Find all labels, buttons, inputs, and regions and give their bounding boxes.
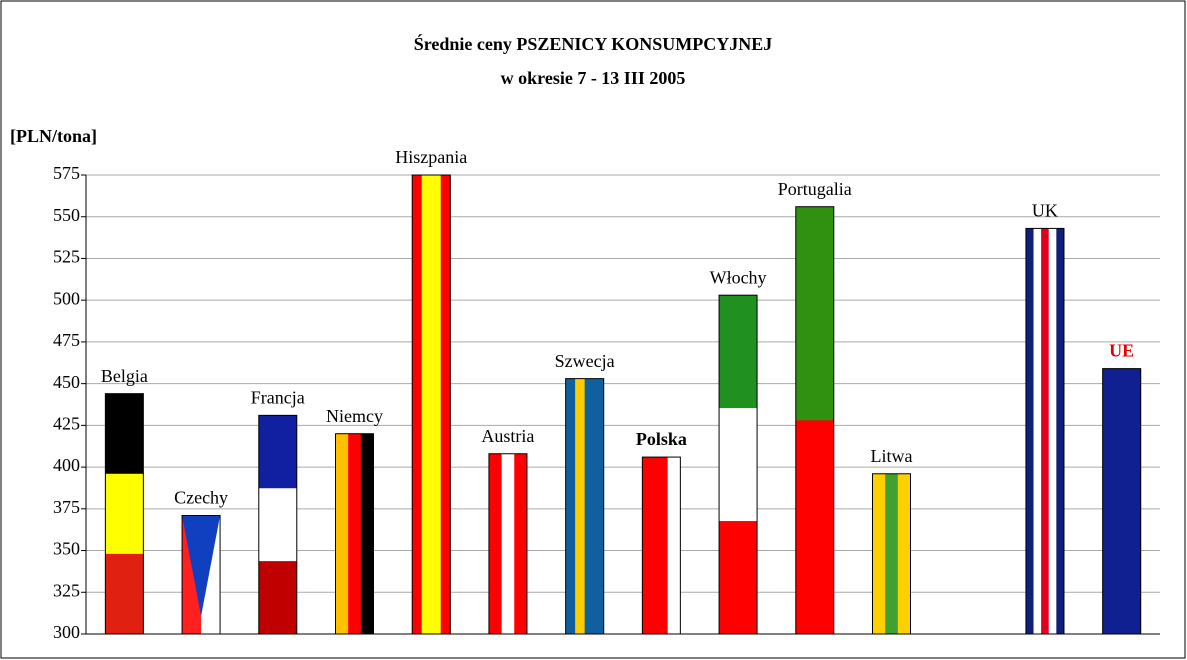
bar bbox=[1025, 227, 1065, 635]
y-tick-label: 575 bbox=[53, 163, 80, 183]
chart-subtitle: w okresie 7 - 13 III 2005 bbox=[501, 68, 686, 88]
y-tick-label: 475 bbox=[53, 330, 80, 350]
bar bbox=[872, 473, 911, 635]
bar bbox=[104, 393, 144, 635]
bar-label: Litwa bbox=[871, 446, 913, 466]
bar bbox=[488, 453, 528, 635]
y-tick-label: 450 bbox=[53, 372, 80, 392]
bar bbox=[411, 174, 451, 635]
bar-label: Hiszpania bbox=[395, 147, 467, 167]
bar bbox=[565, 378, 605, 635]
bar-label: UE bbox=[1109, 341, 1134, 361]
bar-label: Polska bbox=[636, 429, 687, 449]
y-tick-label: 550 bbox=[53, 205, 80, 225]
bar bbox=[795, 206, 835, 635]
y-tick-label: 400 bbox=[53, 455, 80, 475]
bar bbox=[181, 514, 221, 635]
y-tick-label: 500 bbox=[53, 288, 80, 308]
bar bbox=[1102, 368, 1142, 635]
y-tick-label: 300 bbox=[53, 622, 80, 642]
bar-label: Niemcy bbox=[326, 406, 383, 426]
bar-label: Austria bbox=[481, 426, 534, 446]
y-tick-label: 350 bbox=[53, 539, 80, 559]
bar-label: UK bbox=[1032, 201, 1058, 221]
bar-label: Portugalia bbox=[778, 179, 852, 199]
bar bbox=[641, 456, 681, 635]
bar-label: Belgia bbox=[101, 366, 148, 386]
chart-title: Średnie ceny PSZENICY KONSUMPCYJNEJ bbox=[414, 33, 773, 54]
bar-label: Czechy bbox=[174, 488, 228, 508]
bar bbox=[718, 294, 758, 635]
bar-label: Francja bbox=[251, 387, 305, 407]
y-tick-label: 525 bbox=[53, 247, 80, 267]
bar-label: Szwecja bbox=[555, 351, 615, 371]
bar bbox=[258, 414, 298, 635]
bar bbox=[335, 433, 374, 635]
y-tick-label: 375 bbox=[53, 497, 80, 517]
y-axis-label: [PLN/tona] bbox=[10, 126, 97, 146]
y-tick-label: 325 bbox=[53, 580, 80, 600]
bar-label: Włochy bbox=[710, 267, 767, 287]
y-tick-label: 425 bbox=[53, 413, 80, 433]
